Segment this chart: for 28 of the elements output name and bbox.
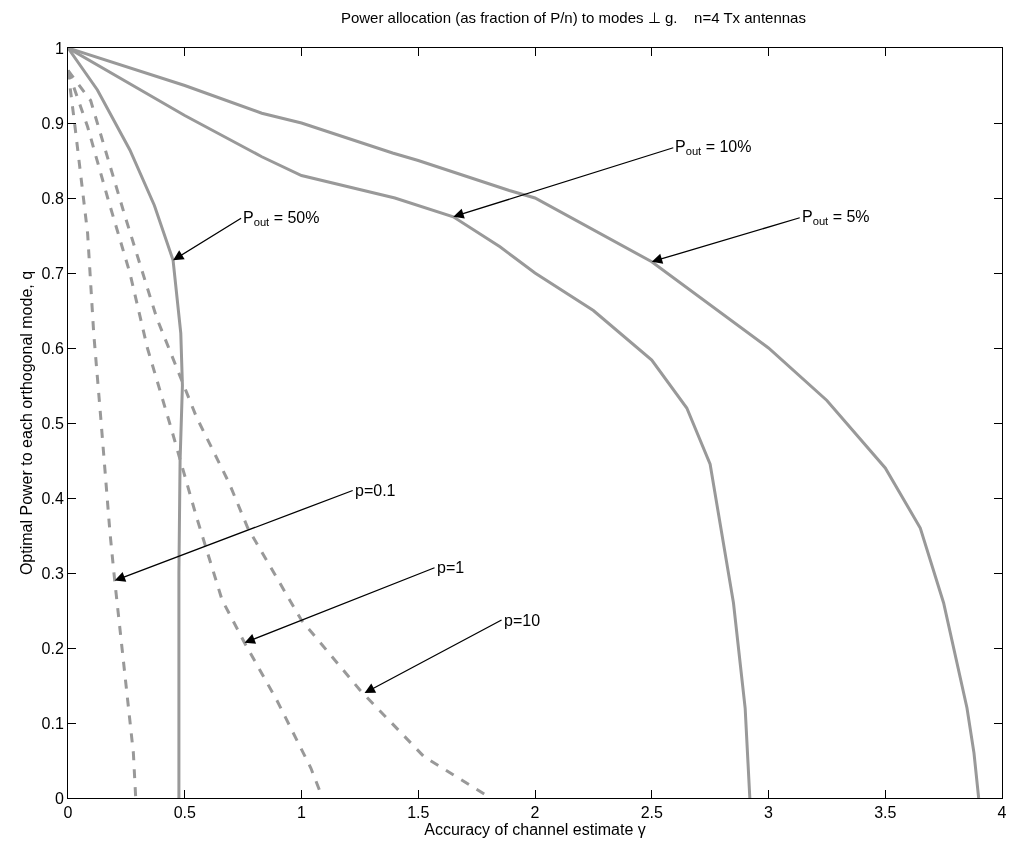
y-tick-label: 1 [54, 39, 64, 57]
y-tick-label: 0.3 [41, 564, 64, 582]
annotation: P$_{out}$ = 10% [675, 138, 752, 158]
y-tick-label: 0.4 [41, 489, 64, 507]
annotation: p=1 [437, 559, 465, 576]
y-tick-label: 0.2 [41, 639, 64, 657]
annotation: p=0.1 [355, 482, 396, 499]
y-tick-label: 0.9 [41, 114, 64, 132]
chart-title: Power allocation (as fraction of P/n) to modes ⊥ g. n=4 Tx antennas [340, 9, 806, 27]
annotation: P$_{out}$ = 5% [802, 208, 870, 228]
x-tick-label: 1 [297, 804, 307, 822]
x-tick-label: 4 [997, 804, 1007, 822]
y-tick-label: 0.7 [41, 264, 64, 282]
y-tick-label: 0.8 [41, 189, 64, 207]
x-tick-label: 0.5 [173, 804, 196, 822]
y-axis-title: Optimal Power to each orthogonal mode, q [18, 270, 36, 576]
y-tick-label: 0.5 [41, 414, 64, 432]
x-tick-label: 2 [530, 804, 540, 822]
x-tick-label: 2.5 [640, 804, 663, 822]
x-tick-label: 1.5 [407, 804, 430, 822]
x-tick-label: 3.5 [874, 804, 897, 822]
x-tick-label: 3 [764, 804, 774, 822]
y-tick-label: 0.6 [41, 339, 64, 357]
annotation: P$_{out}$ = 50% [243, 209, 320, 229]
annotation: p=10 [504, 612, 541, 629]
y-tick-label: 0 [54, 789, 64, 807]
x-axis-title: Accuracy of channel estimate γ [424, 821, 646, 839]
y-tick-label: 0.1 [41, 714, 64, 732]
